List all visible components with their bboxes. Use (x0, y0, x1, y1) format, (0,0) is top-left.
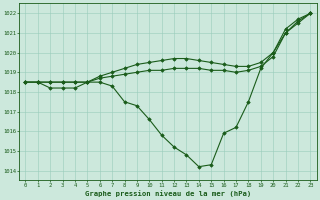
X-axis label: Graphe pression niveau de la mer (hPa): Graphe pression niveau de la mer (hPa) (85, 190, 251, 197)
